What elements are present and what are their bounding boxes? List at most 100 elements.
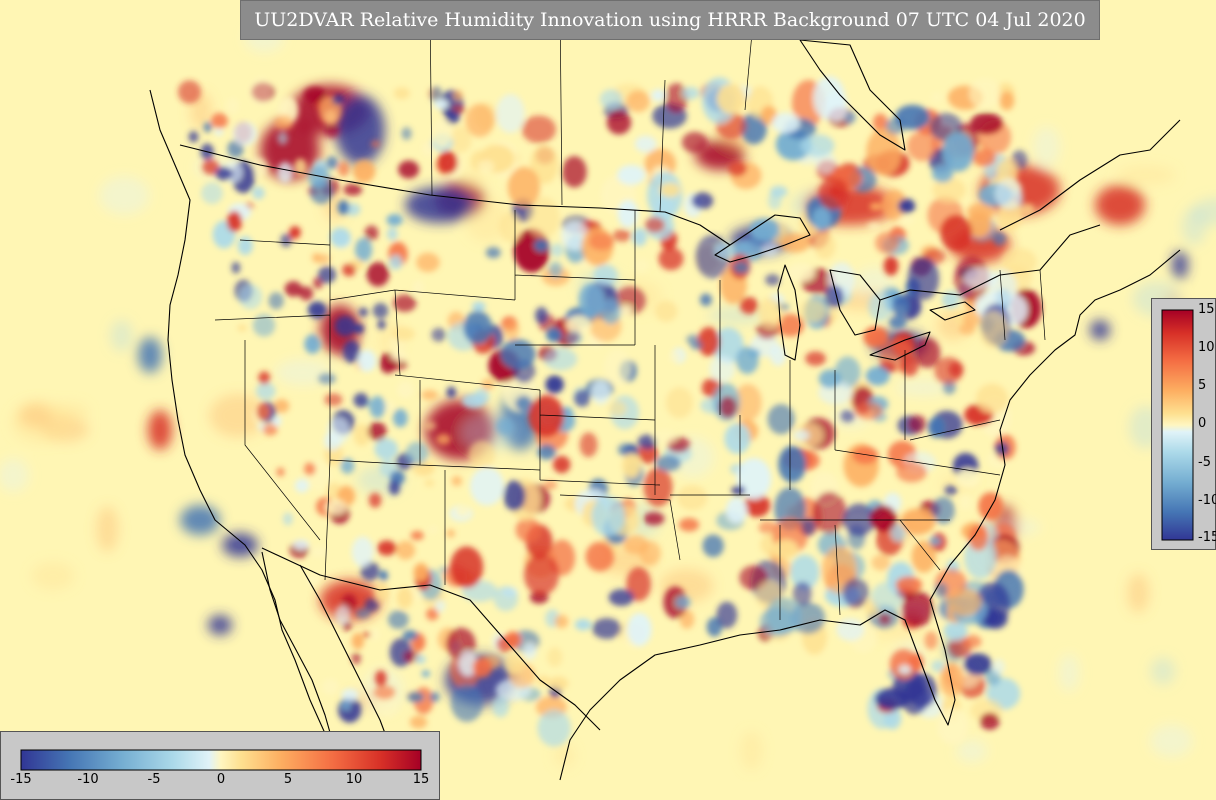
field-blob (643, 467, 673, 507)
field-blob (1033, 126, 1061, 167)
field-blob (421, 389, 439, 401)
field-blob (472, 657, 493, 678)
field-blob (999, 91, 1015, 111)
field-blob (792, 581, 813, 606)
field-blob (801, 518, 816, 536)
field-blob (988, 269, 1017, 305)
field-blob (343, 340, 361, 364)
field-blob (591, 379, 611, 405)
field-blob (907, 256, 940, 301)
field-blob (1172, 251, 1188, 279)
field-blob (546, 327, 563, 343)
field-blob (897, 198, 916, 214)
field-blob (256, 403, 271, 421)
field-blob (370, 140, 381, 148)
field-blob (778, 445, 807, 483)
field-blob (500, 339, 536, 370)
field-blob (188, 131, 199, 143)
field-blob (736, 457, 772, 500)
field-blob (330, 227, 351, 248)
field-blob (211, 112, 228, 129)
field-blob (322, 678, 339, 695)
colorbar-horizontal-tick: 15 (412, 772, 430, 787)
field-blob (963, 635, 982, 649)
field-blob (895, 576, 923, 594)
field-blob (702, 534, 724, 558)
field-blob (1116, 165, 1176, 185)
field-blob (402, 630, 418, 641)
colorbar-horizontal-tick: 5 (283, 772, 293, 787)
field-blob (433, 99, 449, 110)
field-blob (898, 665, 912, 675)
field-blob (543, 480, 558, 490)
field-blob (503, 480, 526, 512)
field-blob (651, 89, 666, 102)
field-blob (340, 699, 352, 711)
field-blob (327, 417, 350, 445)
field-blob (937, 707, 969, 745)
field-blob (593, 264, 618, 286)
colorbar-vertical-tick: 10 (1198, 340, 1215, 355)
field-blob (682, 86, 700, 100)
field-blob (740, 731, 763, 771)
field-blob (665, 83, 688, 113)
field-blob (898, 214, 915, 225)
colorbar-horizontal-tick: -10 (77, 772, 99, 787)
field-blob (272, 416, 282, 426)
field-blob (617, 443, 634, 457)
field-blob (962, 310, 981, 327)
field-blob (148, 410, 172, 450)
field-blob (428, 525, 438, 534)
field-blob (881, 189, 908, 220)
field-blob (612, 229, 632, 242)
field-blob (963, 653, 993, 676)
field-blob (652, 429, 677, 446)
field-blob (468, 440, 496, 469)
field-blob (485, 247, 501, 259)
field-blob (237, 324, 247, 332)
field-blob (798, 299, 827, 323)
field-blob (939, 662, 965, 697)
field-blob (353, 423, 370, 447)
field-blob (370, 628, 380, 641)
field-blob (202, 159, 220, 175)
field-blob (424, 479, 435, 487)
field-blob (372, 302, 389, 319)
field-blob (765, 273, 781, 286)
field-blob (393, 294, 417, 312)
field-blob (554, 744, 575, 768)
field-blob (436, 433, 451, 445)
field-blob (226, 210, 243, 232)
field-blob (273, 399, 290, 413)
field-blob (304, 334, 321, 354)
field-blob (743, 493, 771, 518)
baja-coastline (261, 551, 336, 751)
field-blob (608, 400, 627, 417)
lake-erie (869, 331, 931, 361)
field-blob (818, 177, 849, 210)
field-blob (550, 243, 564, 258)
field-blob (431, 327, 447, 342)
field-blob (890, 523, 906, 542)
field-blob (504, 653, 525, 675)
field-blob (180, 505, 220, 535)
field-blob (407, 691, 425, 703)
field-blob (718, 396, 737, 418)
field-blob (304, 462, 316, 476)
field-blob (364, 225, 379, 241)
colorbar-vertical-tick: 0 (1198, 416, 1207, 431)
st-lawrence-coastline (999, 119, 1181, 231)
field-blob (340, 458, 355, 474)
field-blob (869, 202, 882, 211)
field-blob (1150, 657, 1176, 685)
field-blob (537, 709, 571, 747)
field-blob (493, 586, 519, 612)
field-blob (515, 517, 541, 543)
field-blob (599, 89, 623, 109)
us-canada-border-east (879, 224, 1101, 301)
us-canada-border (179, 144, 731, 246)
field-blob (208, 615, 232, 635)
field-blob (869, 505, 897, 532)
field-blob (891, 294, 910, 317)
field-blob (303, 86, 326, 103)
